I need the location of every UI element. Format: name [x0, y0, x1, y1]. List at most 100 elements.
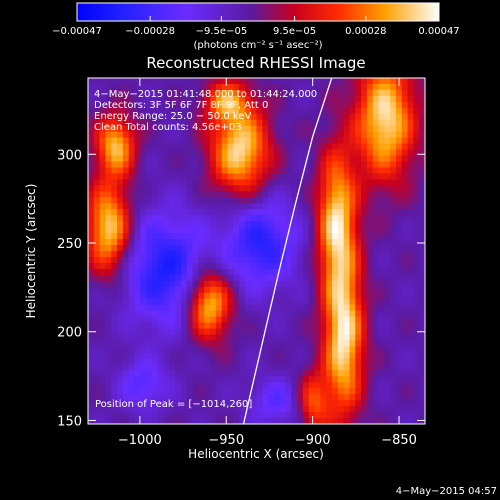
heatmap-cell [146, 280, 153, 288]
heatmap-cell [186, 322, 194, 330]
heatmap-cell [210, 394, 217, 401]
heatmap-cell [366, 131, 374, 139]
heatmap-cell [221, 262, 229, 270]
heatmap-cell [122, 358, 130, 365]
heatmap-cell [384, 358, 391, 365]
heatmap-cell [192, 316, 199, 324]
heatmap-cell [256, 376, 263, 383]
heatmap-cell [378, 376, 385, 383]
heatmap-cell [273, 376, 281, 383]
heatmap-cell [285, 107, 292, 115]
heatmap-cell [361, 286, 368, 294]
heatmap-cell [355, 394, 362, 401]
heatmap-cell [192, 179, 199, 186]
heatmap-cell [361, 346, 368, 354]
heatmap-cell [140, 137, 147, 145]
heatmap-cell [117, 155, 124, 163]
heatmap-cell [326, 328, 333, 336]
heatmap-cell [355, 83, 362, 91]
heatmap-cell [419, 358, 425, 365]
heatmap-cell [273, 340, 281, 348]
heatmap-cell [198, 113, 205, 121]
heatmap-cell [256, 197, 263, 204]
heatmap-cell [239, 370, 246, 377]
heatmap-cell [163, 412, 170, 419]
heatmap-cell [378, 221, 385, 228]
heatmap-cell [221, 418, 229, 424]
heatmap-cell [239, 125, 246, 133]
heatmap-cell [291, 322, 298, 330]
heatmap-cell [146, 221, 153, 228]
heatmap-cell [105, 274, 112, 282]
heatmap-cell [99, 78, 107, 85]
heatmap-cell [122, 113, 130, 121]
heatmap-cell [378, 334, 385, 342]
heatmap-cell [117, 95, 124, 103]
heatmap-cell [273, 370, 281, 377]
heatmap-cell [279, 352, 287, 359]
heatmap-cell [372, 78, 380, 85]
heatmap-cell [239, 209, 246, 216]
heatmap-cell [308, 95, 316, 103]
heatmap-cell [291, 292, 298, 300]
heatmap-cell [169, 101, 176, 109]
heatmap-cell [117, 113, 124, 121]
heatmap-cell [111, 412, 118, 419]
heatmap-cell [384, 328, 391, 336]
heatmap-cell [337, 274, 345, 282]
heatmap-cell [320, 203, 327, 210]
heatmap-cell [407, 167, 414, 175]
y-axis-title: Heliocentric Y (arcsec) [24, 184, 38, 319]
heatmap-cell [361, 119, 368, 127]
heatmap-cell [361, 358, 368, 365]
heatmap-cell [268, 119, 275, 127]
heatmap-cell [390, 137, 397, 145]
heatmap-cell [134, 274, 141, 282]
heatmap-cell [361, 161, 368, 169]
heatmap-cell [285, 215, 292, 222]
heatmap-cell [198, 412, 205, 419]
heatmap-cell [93, 400, 101, 407]
heatmap-cell [256, 137, 263, 145]
heatmap-cell [93, 262, 101, 270]
heatmap-cell [419, 370, 425, 377]
heatmap-cell [239, 89, 246, 97]
heatmap-cell [198, 89, 205, 97]
heatmap-cell [279, 119, 287, 127]
heatmap-cell [215, 286, 223, 294]
heatmap-cell [250, 78, 258, 85]
heatmap-cell [332, 352, 339, 359]
heatmap-cell [361, 101, 368, 109]
heatmap-cell [285, 280, 292, 288]
heatmap-cell [227, 107, 234, 115]
heatmap-cell [157, 239, 165, 246]
heatmap-cell [244, 256, 252, 264]
heatmap-cell [227, 394, 234, 401]
heatmap-cell [297, 400, 304, 407]
heatmap-cell [180, 221, 188, 228]
heatmap-cell [192, 370, 199, 377]
heatmap-cell [273, 101, 281, 109]
heatmap-cell [343, 304, 351, 312]
heatmap-cell [320, 245, 327, 252]
heatmap-cell [314, 292, 322, 300]
heatmap-cell [117, 340, 124, 348]
heatmap-cell [250, 101, 258, 109]
heatmap-cell [88, 137, 95, 145]
heatmap-cell [244, 119, 252, 127]
heatmap-cell [372, 227, 380, 234]
heatmap-cell [105, 95, 112, 103]
heatmap-cell [244, 95, 252, 103]
heatmap-cell [407, 418, 414, 424]
heatmap-cell [314, 221, 322, 228]
heatmap-cell [320, 358, 327, 365]
heatmap-cell [262, 316, 269, 324]
heatmap-cell [372, 155, 380, 163]
heatmap-cell [117, 298, 124, 306]
heatmap-cell [413, 95, 420, 103]
heatmap-cell [88, 340, 95, 348]
heatmap-cell [291, 328, 298, 336]
heatmap-cell [366, 328, 374, 336]
heatmap-cell [140, 370, 147, 377]
heatmap-cell [105, 209, 112, 216]
